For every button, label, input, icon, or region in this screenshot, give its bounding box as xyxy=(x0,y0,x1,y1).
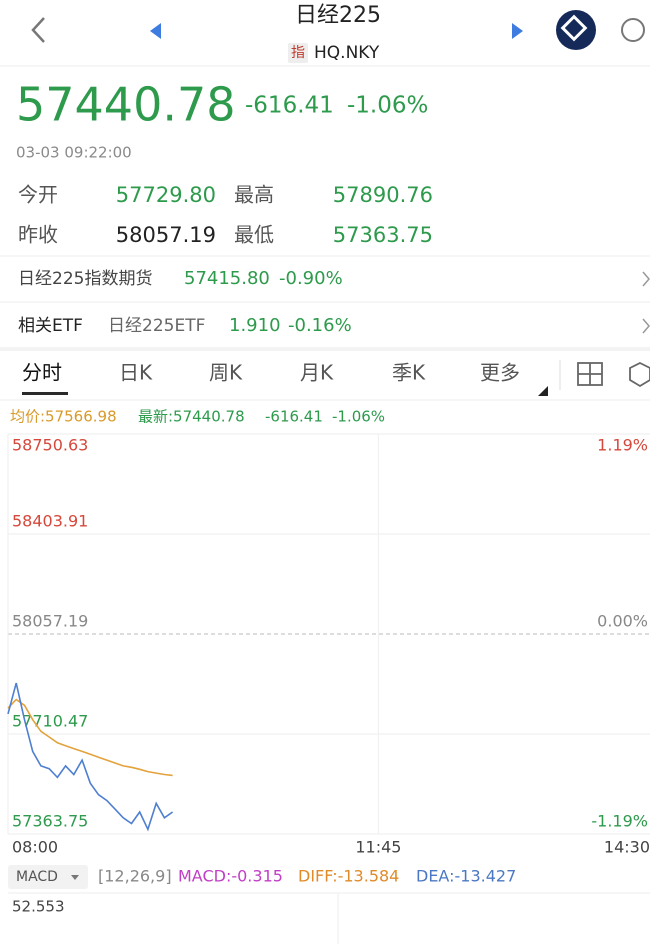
futures-value: 57415.80 xyxy=(184,268,270,289)
divider xyxy=(0,347,650,351)
tab-underline xyxy=(22,392,68,395)
chevron xyxy=(642,318,650,334)
ai-button[interactable] xyxy=(556,10,596,50)
layout-button[interactable] xyxy=(577,362,603,386)
legend-change: -616.41 xyxy=(265,408,323,426)
code: HQ.NKY xyxy=(314,43,380,63)
stat-value: 57729.80 xyxy=(116,183,216,207)
more-indicator xyxy=(538,386,548,396)
etf-name: 日经225ETF xyxy=(108,316,205,336)
stat-value: 57890.76 xyxy=(333,183,433,207)
ai-icon xyxy=(560,14,588,42)
x-tick-label: 08:00 xyxy=(12,838,58,857)
legend-pct: -1.06% xyxy=(332,408,385,426)
tab[interactable]: 分时 xyxy=(22,361,62,385)
etf-value: 1.910 xyxy=(229,315,281,336)
diff-value: DIFF:-13.584 xyxy=(298,867,399,886)
icon xyxy=(578,363,602,385)
stat-value: 57363.75 xyxy=(333,223,433,247)
tab[interactable]: 更多 xyxy=(480,361,520,385)
futures-label: 日经225指数期货 xyxy=(18,269,152,289)
tab[interactable]: 周K xyxy=(209,361,243,385)
dea-value: DEA:-13.427 xyxy=(416,867,516,886)
tab[interactable]: 日K xyxy=(119,361,153,385)
back-button[interactable] xyxy=(31,17,45,43)
title: 日经225 xyxy=(295,3,381,28)
stat-label: 昨收 xyxy=(18,223,58,247)
badge-box xyxy=(288,43,308,63)
etf-change: -0.16% xyxy=(288,315,352,336)
stat-label: 今开 xyxy=(18,183,58,207)
macd-params: [12,26,9] xyxy=(98,867,172,886)
next-button[interactable] xyxy=(512,23,523,39)
chevron xyxy=(642,271,650,287)
legend-avg: 均价:57566.98 xyxy=(10,408,117,426)
y2-tick-label: -1.19% xyxy=(591,812,648,831)
macd-max: 52.553 xyxy=(12,898,65,916)
x-tick-label: 14:30 xyxy=(604,838,650,857)
stat-value: 58057.19 xyxy=(116,223,216,247)
settings-button[interactable] xyxy=(629,361,650,388)
y-tick-label: 58057.19 xyxy=(12,612,88,631)
prev-button[interactable] xyxy=(150,23,161,39)
badge: 指 xyxy=(291,45,305,61)
quote-time: 03-03 09:22:00 xyxy=(16,144,132,162)
dropdown-arrow xyxy=(71,875,79,880)
price: 57440.78 xyxy=(16,78,236,132)
change-pct: -1.06% xyxy=(347,93,428,119)
tab[interactable]: 季K xyxy=(392,361,426,385)
futures-change: -0.90% xyxy=(279,268,343,289)
etf-row[interactable]: 相关ETF 日经225ETF 1.910 -0.16% xyxy=(18,315,650,336)
futures-row[interactable]: 日经225指数期货 57415.80 -0.90% xyxy=(18,268,650,289)
legend-latest: 最新:57440.78 xyxy=(138,408,245,426)
series-line xyxy=(7,682,174,832)
y-tick-label: 57363.75 xyxy=(12,812,88,831)
stat-label: 最高 xyxy=(234,183,274,207)
x-tick-label: 11:45 xyxy=(355,838,401,857)
y-tick-label: 58403.91 xyxy=(12,512,88,531)
y2-tick-label: 0.00% xyxy=(597,612,648,631)
stat-label: 最低 xyxy=(234,223,274,247)
search-button[interactable] xyxy=(621,18,645,42)
series-line xyxy=(7,698,173,777)
etf-label: 相关ETF xyxy=(18,316,83,336)
tab[interactable]: 月K xyxy=(300,361,334,385)
macd-value: MACD:-0.315 xyxy=(178,867,283,886)
indicator-select[interactable] xyxy=(8,865,88,889)
y2-tick-label: 1.19% xyxy=(597,436,648,455)
y-tick-label: 58750.63 xyxy=(12,436,88,455)
change: -616.41 xyxy=(245,93,334,119)
macd-name: MACD xyxy=(16,869,58,885)
